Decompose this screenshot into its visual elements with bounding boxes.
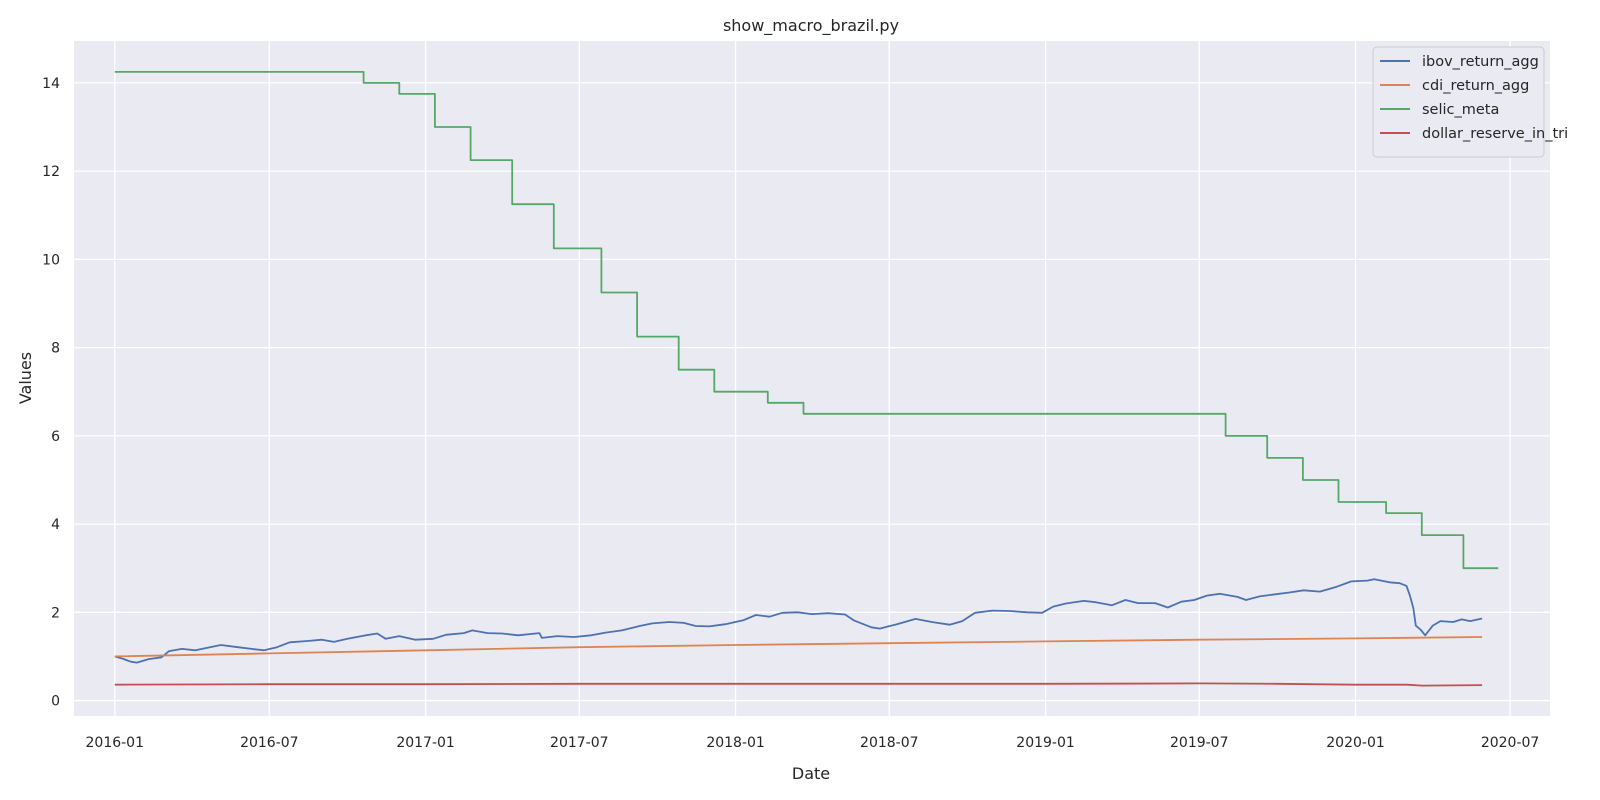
- y-tick-label: 8: [51, 341, 60, 357]
- x-tick-label: 2017-01: [396, 735, 455, 751]
- legend-label: ibov_return_agg: [1422, 54, 1539, 70]
- y-axis-ticks: 0 2 4 6 8 10 12 14: [42, 76, 60, 710]
- legend-box: [1372, 46, 1545, 158]
- y-tick-label: 12: [42, 164, 60, 180]
- series-line-dollar-reserve-in-tri: [114, 682, 1483, 687]
- legend-label: dollar_reserve_in_tri: [1422, 126, 1568, 142]
- x-axis-ticks: 2016-01 2016-07 2017-01 2017-07 2018-01 2018-…: [86, 735, 1540, 751]
- x-tick-label: 2017-07: [550, 735, 609, 751]
- x-tick-label: 2016-01: [86, 735, 145, 751]
- x-axis-label: Date: [792, 764, 830, 783]
- y-tick-label: 14: [42, 76, 60, 92]
- legend-label: selic_meta: [1422, 102, 1499, 118]
- y-tick-label: 4: [51, 517, 60, 533]
- x-tick-label: 2020-01: [1326, 735, 1385, 751]
- y-axis-label: Values: [16, 352, 35, 404]
- x-tick-label: 2019-07: [1170, 735, 1229, 751]
- series-layer: [114, 71, 1499, 687]
- y-tick-label: 2: [51, 605, 60, 621]
- plot-area: [74, 41, 1550, 716]
- x-tick-label: 2020-07: [1481, 735, 1540, 751]
- x-tick-label: 2018-07: [860, 735, 919, 751]
- y-tick-label: 0: [51, 694, 60, 710]
- x-tick-label: 2016-07: [240, 735, 299, 751]
- chart-title: show_macro_brazil.py: [723, 16, 899, 36]
- legend-label: cdi_return_agg: [1422, 78, 1529, 94]
- series-line-selic-meta: [114, 71, 1499, 570]
- gridlines: [74, 41, 1550, 716]
- x-tick-label: 2018-01: [706, 735, 765, 751]
- x-tick-label: 2019-01: [1016, 735, 1075, 751]
- y-tick-label: 6: [51, 429, 60, 445]
- legend: ibov_return_agg cdi_return_agg selic_metad…: [1372, 46, 1568, 158]
- y-tick-label: 10: [42, 252, 60, 268]
- series-line-cdi-return-agg: [114, 636, 1483, 658]
- series-line-ibov-return-agg: [114, 578, 1483, 664]
